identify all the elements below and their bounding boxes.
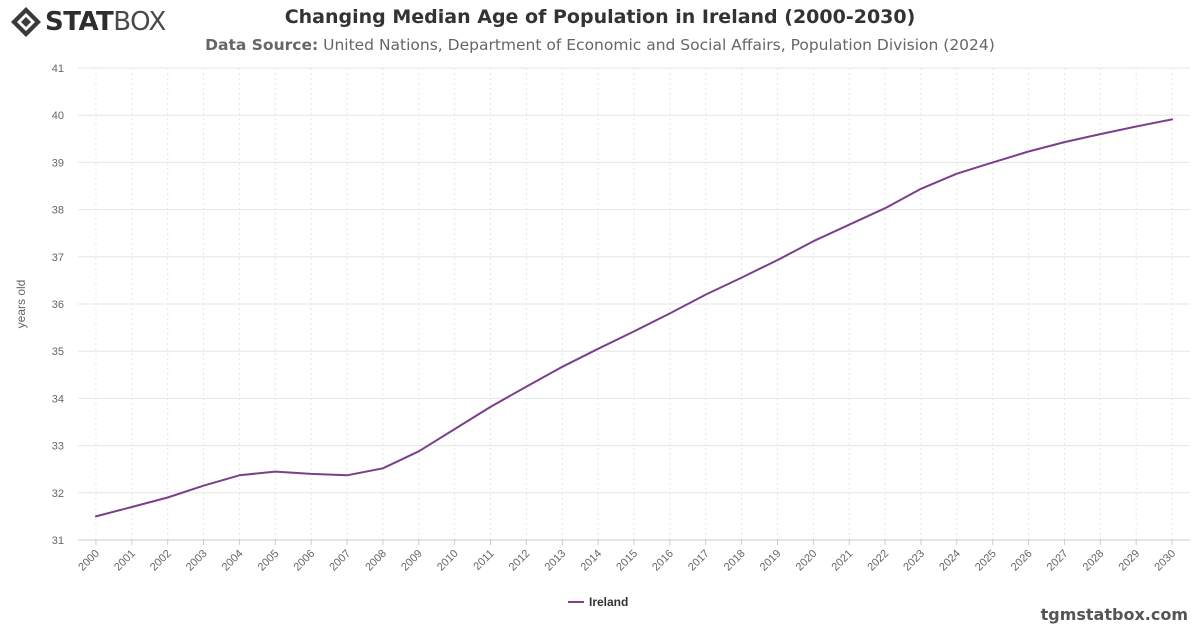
- x-tick-label: 2028: [1081, 548, 1107, 574]
- y-tick-label: 31: [52, 535, 64, 547]
- x-tick-label: 2019: [758, 548, 784, 574]
- x-tick-label: 2016: [650, 548, 676, 574]
- x-tick-label: 2005: [256, 548, 282, 574]
- x-tick-label: 2029: [1117, 548, 1143, 574]
- x-tick-label: 2022: [865, 548, 891, 574]
- x-tick-label: 2009: [399, 548, 425, 574]
- y-tick-label: 36: [52, 299, 64, 311]
- x-tick-label: 2024: [937, 548, 963, 574]
- watermark: tgmstatbox.com: [1040, 605, 1188, 624]
- x-tick-label: 2011: [471, 548, 496, 573]
- y-tick-label: 38: [52, 205, 64, 217]
- x-tick-label: 2010: [435, 548, 461, 574]
- legend-label: Ireland: [589, 595, 628, 609]
- x-tick-label: 2014: [578, 548, 604, 574]
- y-tick-label: 40: [52, 110, 64, 122]
- x-tick-label: 2003: [184, 548, 210, 574]
- y-tick-label: 39: [52, 157, 64, 169]
- chart-subtitle: Data Source: United Nations, Department …: [0, 36, 1200, 54]
- x-tick-label: 2025: [973, 548, 999, 574]
- statbox-logo: STATBOX: [10, 6, 166, 38]
- y-tick-label: 37: [52, 252, 64, 264]
- y-tick-label: 32: [52, 488, 64, 500]
- x-tick-label: 2001: [112, 548, 138, 574]
- x-tick-label: 2027: [1045, 548, 1071, 574]
- x-tick-label: 2018: [722, 548, 748, 574]
- subtitle-source: United Nations, Department of Economic a…: [323, 36, 995, 54]
- x-tick-label: 2021: [830, 548, 856, 574]
- y-axis-title: years old: [14, 280, 28, 329]
- x-tick-label: 2020: [794, 548, 820, 574]
- x-tick-label: 2006: [291, 548, 317, 574]
- x-tick-label: 2008: [363, 548, 389, 574]
- series-line-ireland: [94, 118, 1174, 518]
- y-tick-label: 33: [52, 441, 64, 453]
- x-tick-label: 2000: [76, 548, 102, 574]
- chart-title: Changing Median Age of Population in Ire…: [284, 6, 916, 28]
- logo-wordmark: STATBOX: [45, 7, 166, 37]
- y-tick-label: 35: [52, 346, 64, 358]
- subtitle-label: Data Source:: [205, 36, 319, 54]
- x-tick-label: 2015: [614, 548, 640, 574]
- x-tick-label: 2023: [901, 548, 927, 574]
- x-tick-label: 2007: [327, 548, 353, 574]
- x-tick-label: 2013: [543, 548, 569, 574]
- logo-diamond-icon: [11, 7, 41, 37]
- x-tick-label: 2030: [1152, 548, 1178, 574]
- x-tick-label: 2026: [1009, 548, 1035, 574]
- x-tick-label: 2004: [220, 548, 246, 574]
- x-tick-label: 2012: [507, 548, 533, 574]
- x-tick-label: 2002: [148, 548, 174, 574]
- x-tick-label: 2017: [686, 548, 712, 574]
- y-tick-label: 34: [52, 393, 64, 405]
- y-tick-label: 41: [52, 63, 64, 75]
